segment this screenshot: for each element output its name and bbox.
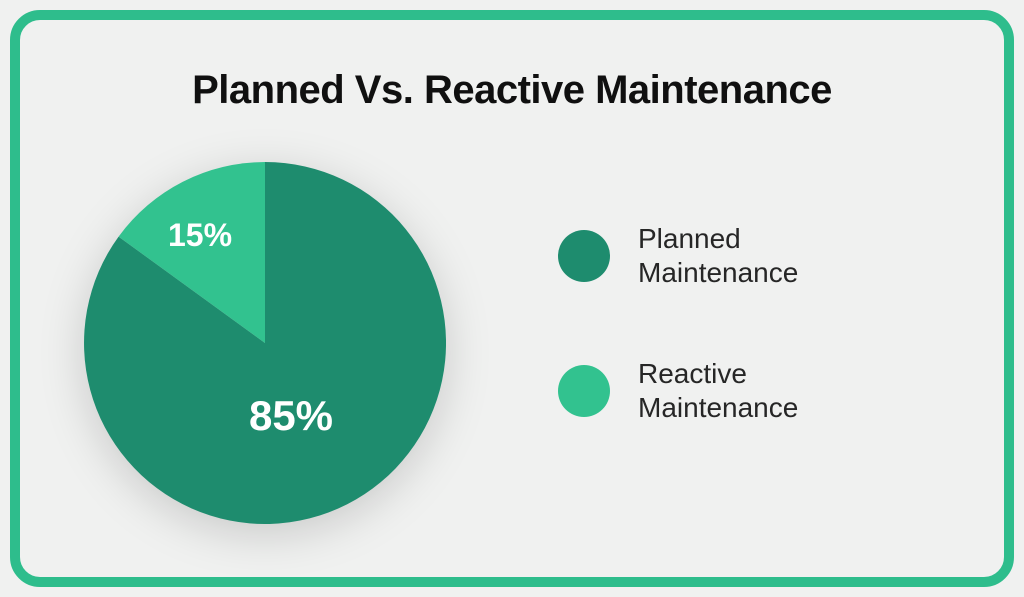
- pie-slice-reactive[interactable]: [118, 162, 265, 343]
- pie-chart: 15% 85%: [84, 162, 446, 524]
- card-border: [10, 10, 1014, 587]
- chart-title: Planned Vs. Reactive Maintenance: [192, 68, 832, 112]
- legend-swatch-planned-icon: [558, 229, 610, 282]
- pie-value-label-planned: 85%: [249, 392, 333, 439]
- pie-value-label-reactive: 15%: [168, 217, 232, 253]
- circle-swatch-icon: [558, 364, 610, 417]
- pie-slice-planned[interactable]: [84, 162, 446, 524]
- legend-item-reactive: Reactive Maintenance: [558, 357, 853, 424]
- circle-swatch-icon: [558, 229, 610, 282]
- legend-label-reactive: Reactive Maintenance: [638, 358, 799, 423]
- legend-label-planned: Planned Maintenance: [638, 223, 799, 288]
- legend-swatch-reactive-icon: [558, 364, 610, 417]
- legend-item-planned: Planned Maintenance: [558, 222, 853, 289]
- legend: Planned Maintenance Reactive Maintenance: [558, 222, 853, 424]
